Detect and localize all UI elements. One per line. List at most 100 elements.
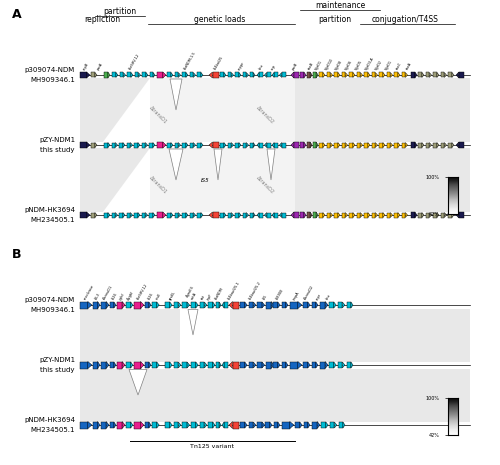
- Bar: [320, 361, 325, 368]
- Bar: [433, 142, 437, 147]
- Polygon shape: [298, 361, 302, 368]
- Bar: [307, 212, 310, 218]
- Text: blaSHV-12: blaSHV-12: [136, 283, 148, 300]
- Bar: [386, 142, 390, 147]
- Bar: [258, 362, 262, 368]
- Polygon shape: [254, 73, 255, 78]
- Bar: [182, 302, 187, 308]
- Bar: [372, 213, 376, 218]
- Text: taxC: taxC: [395, 62, 402, 71]
- Bar: [242, 142, 246, 147]
- Text: IS8900: IS8900: [275, 288, 284, 300]
- Bar: [167, 213, 171, 218]
- Polygon shape: [246, 142, 248, 147]
- Bar: [313, 142, 316, 148]
- Bar: [174, 213, 178, 218]
- Bar: [426, 213, 430, 218]
- Bar: [112, 142, 116, 147]
- Text: blaNDM-1.5: blaNDM-1.5: [183, 51, 197, 71]
- Polygon shape: [239, 73, 241, 78]
- Bar: [312, 362, 316, 368]
- Polygon shape: [317, 421, 320, 429]
- Polygon shape: [150, 78, 295, 142]
- Text: IS5: IS5: [200, 178, 209, 182]
- Text: VgrD3-A: VgrD3-A: [365, 56, 376, 71]
- Polygon shape: [98, 301, 100, 308]
- Polygon shape: [262, 422, 264, 428]
- Bar: [191, 422, 196, 428]
- Polygon shape: [254, 142, 255, 147]
- Text: pZY-NDM1: pZY-NDM1: [39, 357, 75, 363]
- Polygon shape: [169, 149, 183, 180]
- Text: VgrD10: VgrD10: [325, 57, 335, 71]
- Polygon shape: [452, 142, 454, 147]
- Polygon shape: [346, 142, 348, 147]
- Text: conjugation/T4SS: conjugation/T4SS: [372, 15, 438, 24]
- Polygon shape: [95, 213, 97, 218]
- Text: ΔannuD1: ΔannuD1: [102, 285, 114, 300]
- Text: MH909346.1: MH909346.1: [30, 307, 75, 313]
- Polygon shape: [376, 73, 378, 78]
- Bar: [426, 142, 430, 147]
- Bar: [321, 422, 326, 428]
- Polygon shape: [342, 302, 345, 308]
- Text: groEL: groEL: [168, 290, 176, 300]
- Text: MH909346.1: MH909346.1: [30, 77, 75, 83]
- Polygon shape: [204, 422, 207, 428]
- Polygon shape: [229, 301, 232, 308]
- Bar: [220, 142, 224, 147]
- Bar: [134, 73, 138, 78]
- Polygon shape: [187, 422, 190, 428]
- Bar: [440, 213, 444, 218]
- Bar: [329, 362, 334, 368]
- Polygon shape: [422, 142, 424, 147]
- Polygon shape: [114, 362, 116, 368]
- Polygon shape: [138, 213, 140, 218]
- Text: blaSHV-12: blaSHV-12: [128, 53, 140, 71]
- Bar: [329, 302, 334, 308]
- Text: ΔannuD2: ΔannuD2: [303, 285, 314, 300]
- Polygon shape: [262, 362, 264, 368]
- Bar: [101, 421, 106, 429]
- Polygon shape: [298, 301, 302, 308]
- Polygon shape: [353, 142, 355, 147]
- Text: tat: tat: [200, 294, 206, 300]
- Bar: [182, 362, 187, 368]
- Bar: [290, 301, 298, 308]
- Polygon shape: [415, 142, 417, 148]
- Bar: [326, 73, 330, 78]
- Bar: [220, 213, 224, 218]
- Bar: [440, 73, 444, 78]
- Polygon shape: [444, 142, 446, 147]
- Polygon shape: [280, 213, 281, 218]
- Bar: [411, 142, 415, 148]
- Polygon shape: [338, 73, 340, 78]
- Polygon shape: [163, 72, 166, 78]
- Bar: [190, 73, 194, 78]
- Polygon shape: [146, 142, 148, 147]
- Bar: [224, 422, 228, 428]
- Bar: [282, 213, 286, 218]
- Bar: [312, 302, 316, 308]
- Bar: [197, 142, 201, 147]
- Bar: [342, 142, 345, 147]
- Bar: [342, 73, 345, 78]
- Bar: [274, 142, 278, 147]
- Bar: [232, 301, 239, 308]
- Text: reppr: reppr: [237, 61, 245, 71]
- Bar: [266, 142, 270, 147]
- Polygon shape: [346, 213, 348, 218]
- Bar: [319, 73, 323, 78]
- Polygon shape: [415, 72, 417, 78]
- Polygon shape: [244, 422, 247, 428]
- Polygon shape: [114, 302, 116, 308]
- Polygon shape: [194, 142, 196, 147]
- Polygon shape: [122, 421, 125, 429]
- Bar: [334, 142, 338, 147]
- Polygon shape: [201, 73, 203, 78]
- Bar: [93, 301, 98, 308]
- Bar: [120, 73, 124, 78]
- Bar: [248, 422, 254, 428]
- Polygon shape: [316, 212, 318, 218]
- Polygon shape: [286, 302, 288, 308]
